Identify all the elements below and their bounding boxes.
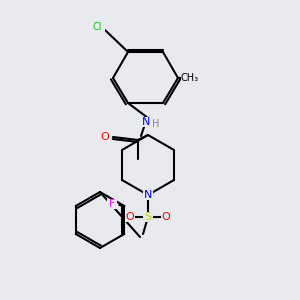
Text: F: F (109, 199, 116, 209)
FancyBboxPatch shape (181, 73, 199, 83)
FancyBboxPatch shape (89, 22, 105, 32)
Text: N: N (144, 190, 152, 200)
Text: CH₃: CH₃ (181, 73, 199, 83)
Text: N: N (142, 117, 150, 127)
Text: S: S (144, 212, 152, 222)
FancyBboxPatch shape (161, 212, 171, 222)
FancyBboxPatch shape (143, 190, 153, 200)
FancyBboxPatch shape (99, 132, 111, 142)
Text: O: O (162, 212, 170, 222)
FancyBboxPatch shape (139, 117, 157, 127)
FancyBboxPatch shape (107, 199, 117, 209)
Text: H: H (152, 119, 160, 129)
Text: Cl: Cl (92, 22, 102, 32)
Text: O: O (100, 132, 109, 142)
Text: O: O (126, 212, 134, 222)
FancyBboxPatch shape (125, 212, 135, 222)
FancyBboxPatch shape (143, 212, 153, 222)
